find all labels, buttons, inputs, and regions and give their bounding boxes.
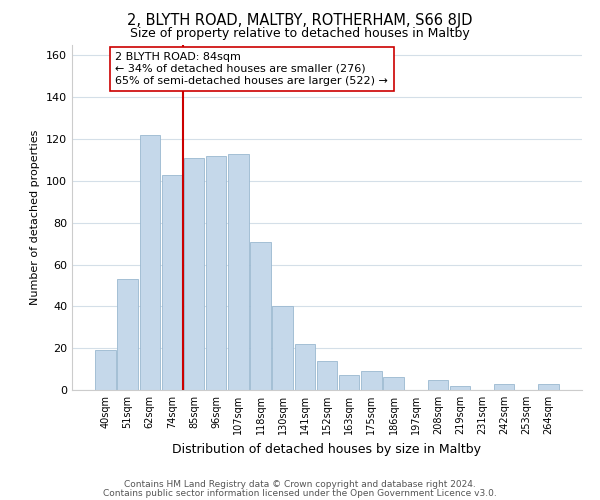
Bar — [494, 384, 514, 390]
Bar — [339, 376, 359, 390]
Bar — [140, 135, 160, 390]
Text: Contains public sector information licensed under the Open Government Licence v3: Contains public sector information licen… — [103, 488, 497, 498]
Bar — [450, 386, 470, 390]
Bar — [228, 154, 248, 390]
Bar — [538, 384, 559, 390]
Bar — [317, 360, 337, 390]
Bar — [361, 371, 382, 390]
Bar — [118, 279, 138, 390]
Text: Contains HM Land Registry data © Crown copyright and database right 2024.: Contains HM Land Registry data © Crown c… — [124, 480, 476, 489]
Bar — [295, 344, 315, 390]
Bar — [95, 350, 116, 390]
X-axis label: Distribution of detached houses by size in Maltby: Distribution of detached houses by size … — [173, 442, 482, 456]
Y-axis label: Number of detached properties: Number of detached properties — [31, 130, 40, 305]
Bar — [428, 380, 448, 390]
Bar — [383, 378, 404, 390]
Bar — [272, 306, 293, 390]
Bar — [206, 156, 226, 390]
Text: 2 BLYTH ROAD: 84sqm
← 34% of detached houses are smaller (276)
65% of semi-detac: 2 BLYTH ROAD: 84sqm ← 34% of detached ho… — [115, 52, 388, 86]
Bar — [161, 174, 182, 390]
Text: Size of property relative to detached houses in Maltby: Size of property relative to detached ho… — [130, 28, 470, 40]
Text: 2, BLYTH ROAD, MALTBY, ROTHERHAM, S66 8JD: 2, BLYTH ROAD, MALTBY, ROTHERHAM, S66 8J… — [127, 12, 473, 28]
Bar — [250, 242, 271, 390]
Bar — [184, 158, 204, 390]
